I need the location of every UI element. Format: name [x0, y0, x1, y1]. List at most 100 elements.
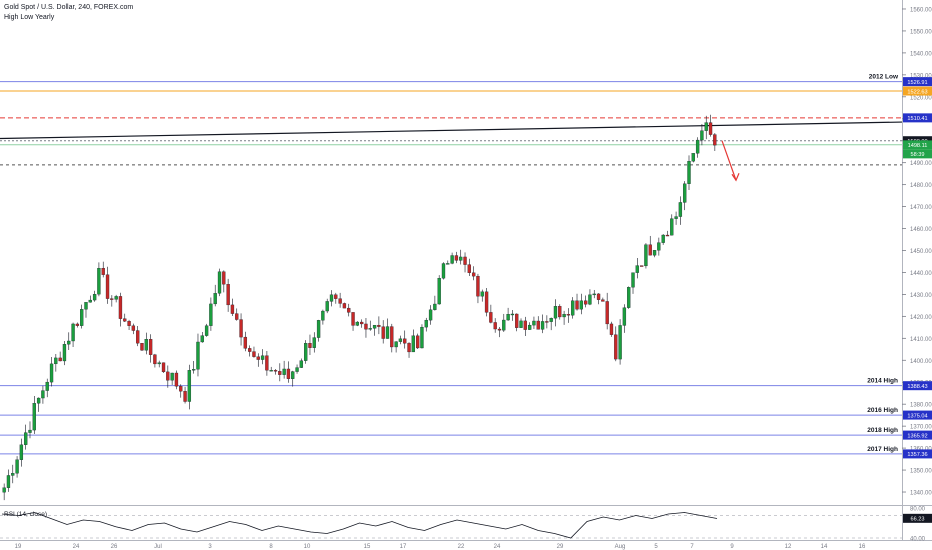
trendline[interactable]	[0, 121, 903, 140]
candle-body	[614, 334, 618, 360]
candle-body	[342, 303, 347, 309]
rsi-value-tag-label: 66.23	[911, 517, 925, 523]
candle-body	[424, 319, 428, 328]
y-tick-label: 1340.00	[910, 491, 932, 497]
x-tick-label: 17	[400, 544, 407, 550]
price-tag-label: 1388.43	[907, 384, 927, 390]
candle-body	[304, 343, 308, 361]
candle-body	[278, 371, 282, 375]
x-tick-label: Aug	[615, 544, 626, 550]
candle-body	[131, 325, 136, 331]
candle-body	[200, 335, 204, 343]
y-tick-label: 1370.00	[910, 425, 932, 431]
candle-body	[222, 271, 226, 285]
price-tag-label: 1357.36	[907, 452, 927, 458]
candle-body	[260, 355, 265, 360]
price-tag-label: 1526.91	[907, 80, 927, 86]
x-tick-label: 15	[364, 544, 371, 550]
candle-body	[286, 368, 291, 379]
candle-body	[110, 298, 114, 300]
candle-body	[114, 296, 118, 300]
candle-body	[325, 301, 329, 312]
candle-body	[678, 202, 683, 217]
candle-body	[713, 134, 717, 146]
candle-body	[299, 360, 304, 368]
x-tick-label: Jul	[154, 544, 162, 550]
candle-body	[243, 336, 248, 349]
candle-body	[316, 320, 321, 338]
price-tag-label: 1522.63	[907, 89, 927, 95]
candle-body	[683, 183, 687, 203]
candle-body	[67, 340, 71, 345]
candle-body	[11, 473, 15, 476]
candle-body	[49, 363, 54, 383]
candle-body	[639, 265, 644, 267]
candle-body	[153, 354, 157, 365]
candle-body	[407, 343, 411, 353]
candle-body	[674, 216, 678, 219]
candle-body	[523, 320, 527, 330]
candle-body	[579, 300, 583, 310]
chart-legend: Gold Spot / U.S. Dollar, 240, FOREX.com …	[4, 3, 133, 23]
price-tag	[903, 140, 932, 150]
candle-body	[553, 306, 558, 319]
candle-body	[71, 323, 75, 342]
candle-body	[661, 234, 665, 243]
candle-body	[592, 293, 596, 296]
indicator-label[interactable]: High Low Yearly	[4, 14, 55, 21]
y-tick-label: 1440.00	[910, 271, 932, 277]
candle-body	[480, 291, 484, 297]
y-tick-label: 1540.00	[910, 51, 932, 57]
level-label: 2017 High	[867, 446, 898, 453]
price-tag	[903, 449, 932, 459]
candle-body	[118, 296, 123, 319]
x-tick-label: 10	[304, 544, 311, 550]
candle-body	[62, 344, 67, 362]
candle-body	[226, 284, 230, 306]
candle-body	[179, 386, 183, 392]
y-tick-label: 1450.00	[910, 249, 932, 255]
y-tick-label: 1410.00	[910, 337, 932, 343]
price-tag-label: 1510.41	[907, 116, 927, 122]
candle-body	[6, 475, 11, 488]
candle-body	[338, 298, 342, 304]
candle-body	[467, 264, 471, 273]
y-tick-label: 1480.00	[910, 183, 932, 189]
symbol-title[interactable]: Gold Spot / U.S. Dollar, 240, FOREX.com	[4, 4, 134, 11]
candle-body	[618, 325, 622, 360]
candle-body	[670, 218, 674, 236]
level-label: 2012 Low	[869, 74, 899, 81]
candle-body	[161, 362, 166, 373]
candle-body	[273, 370, 278, 372]
candle-body	[75, 323, 80, 326]
candle-body	[157, 362, 161, 365]
candle-body	[652, 250, 657, 256]
candle-body	[248, 348, 252, 352]
candle-body	[506, 314, 510, 321]
rsi-value-tag	[903, 513, 932, 523]
candle-body	[97, 268, 101, 295]
x-tick-label: 22	[458, 544, 465, 550]
candle-body	[196, 341, 200, 370]
candle-body	[635, 265, 639, 273]
y-tick-label: 1520.00	[910, 95, 932, 101]
candle-body	[644, 244, 648, 267]
projection-arrow-head	[731, 173, 740, 182]
candle-body	[32, 403, 36, 431]
candle-body	[24, 432, 28, 445]
candle-body	[140, 343, 144, 351]
candle-body	[80, 309, 84, 326]
candle-body	[15, 459, 19, 474]
candle-body	[88, 299, 92, 303]
y-tick-label: 1530.00	[910, 73, 932, 79]
candle-body	[183, 391, 187, 402]
candle-body	[532, 320, 536, 326]
candle-body	[463, 256, 467, 265]
candle-body	[493, 322, 497, 330]
candle-body	[209, 303, 213, 326]
y-tick-label: 1470.00	[910, 205, 932, 211]
candle-body	[691, 153, 695, 162]
projection-arrow-line[interactable]	[721, 140, 737, 181]
